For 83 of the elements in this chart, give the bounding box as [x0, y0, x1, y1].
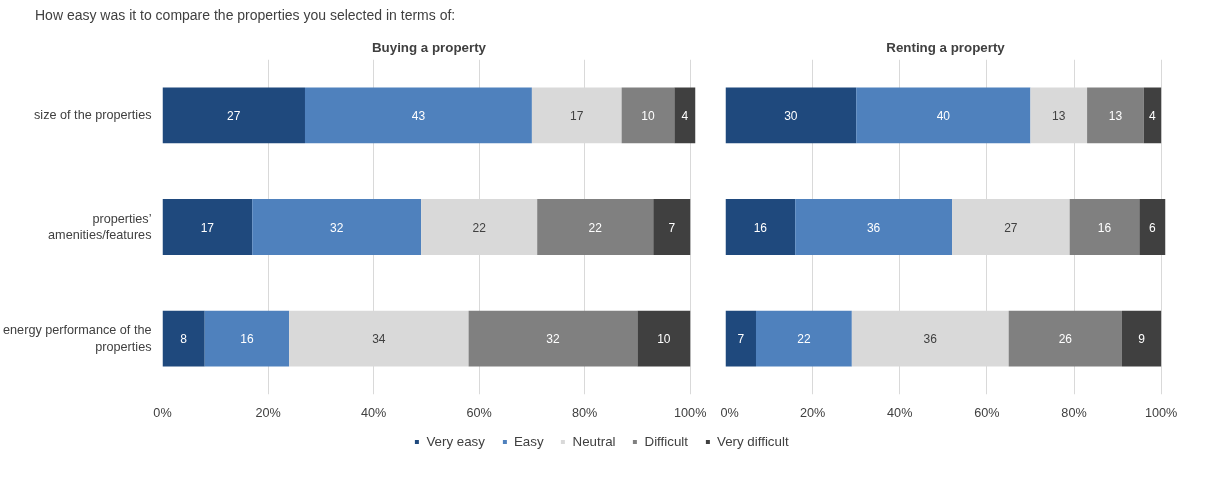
x-tick-label: 0%	[153, 405, 172, 420]
bar	[421, 199, 538, 255]
x-tick-label: 40%	[360, 405, 387, 420]
data-label: 34	[372, 332, 386, 347]
data-label: 30	[784, 108, 798, 123]
bar	[1008, 310, 1122, 367]
legend-label: Very difficult	[716, 433, 789, 449]
bar	[537, 199, 654, 255]
bar	[162, 199, 253, 255]
bar	[851, 310, 1009, 367]
y-tick-label: properties’ amenities/features	[48, 211, 152, 243]
bar	[252, 199, 422, 255]
bar	[1087, 87, 1144, 144]
data-label: 32	[546, 332, 561, 347]
bar	[1121, 310, 1162, 367]
data-label: 9	[1138, 332, 1146, 347]
x-tick-label: 20%	[799, 405, 826, 420]
bar	[468, 310, 638, 367]
data-label: 27	[1004, 220, 1018, 235]
bar	[162, 310, 205, 367]
bar	[795, 199, 953, 255]
data-label: 10	[641, 108, 655, 123]
bar	[1069, 199, 1140, 255]
data-label: 32	[329, 220, 344, 235]
y-tick-label: energy performance of the properties	[3, 323, 152, 355]
bar	[162, 87, 305, 144]
legend-label: Difficult	[644, 433, 688, 449]
legend-label: Easy	[513, 433, 544, 449]
x-tick-label: 100%	[674, 405, 707, 420]
bar	[725, 310, 756, 367]
x-tick-label: 60%	[466, 405, 492, 420]
x-tick-label: 40%	[887, 405, 913, 420]
data-label: 16	[1097, 220, 1112, 235]
data-label: 17	[570, 108, 584, 123]
data-label: 13	[1108, 108, 1123, 123]
bar	[204, 310, 290, 367]
data-label: 4	[1149, 108, 1157, 123]
bar	[304, 87, 532, 144]
data-label: 36	[866, 220, 881, 235]
x-tick-label: 100%	[1144, 405, 1178, 420]
data-label: 4	[681, 108, 689, 123]
x-tick-label: 20%	[255, 405, 281, 420]
data-label: 10	[657, 332, 671, 347]
bar	[289, 310, 469, 367]
chart-title: Buying a property	[371, 39, 487, 55]
data-label: 22	[472, 220, 487, 235]
data-label: 36	[923, 332, 938, 347]
data-label: 22	[797, 332, 811, 347]
bar	[952, 199, 1070, 255]
x-tick-label: 0%	[720, 405, 739, 420]
data-label: 6	[1149, 220, 1157, 235]
y-tick-label: size of the properties	[34, 108, 152, 123]
bar	[1143, 87, 1162, 144]
legend-label: Very easy	[426, 433, 485, 449]
bar	[1030, 87, 1088, 144]
legend-label: Neutral	[572, 433, 616, 449]
bar	[856, 87, 1031, 144]
x-tick-label: 80%	[572, 405, 598, 420]
data-label: 7	[668, 220, 676, 235]
bar	[653, 199, 691, 255]
data-label: 8	[180, 332, 188, 347]
data-label: 17	[200, 220, 215, 235]
data-label: 16	[240, 332, 254, 347]
bar	[725, 199, 796, 255]
bar	[674, 87, 696, 144]
data-label: 16	[753, 220, 768, 235]
chart-title: Renting a property	[886, 39, 1006, 55]
bar	[637, 310, 691, 367]
data-label: 13	[1052, 108, 1066, 123]
x-tick-label: 80%	[1061, 405, 1087, 420]
data-label: 7	[737, 332, 745, 347]
data-label: 26	[1058, 332, 1073, 347]
data-label: 40	[936, 108, 951, 123]
text: How easy was it to compare the properties you selected in terms of:	[35, 6, 456, 25]
data-label: 22	[588, 220, 603, 235]
data-label: 43	[411, 108, 426, 123]
bar	[531, 87, 622, 144]
bar	[621, 87, 675, 144]
data-label: 27	[227, 108, 241, 123]
bar	[725, 87, 857, 144]
bar	[1139, 199, 1166, 255]
bar	[756, 310, 852, 367]
x-tick-label: 60%	[974, 405, 1000, 420]
